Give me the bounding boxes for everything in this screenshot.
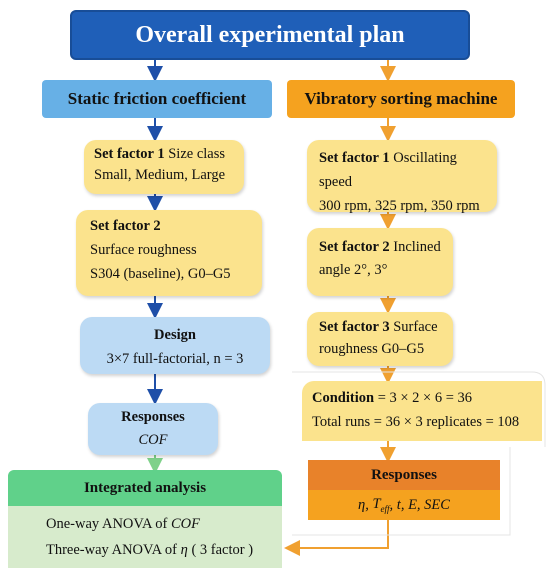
left-responses-label: Responses [121, 409, 185, 425]
left-factor2-box: Set factor 2 Surface roughness S304 (bas… [76, 210, 262, 296]
left-factor2-text1: Surface roughness [90, 242, 197, 258]
right-factor1-box: Set factor 1 Oscillating speed 300 rpm, … [307, 140, 497, 214]
right-responses-header: Responses [308, 460, 500, 490]
plan-title: Overall experimental plan [70, 10, 470, 60]
eta-symbol: η, [358, 496, 369, 513]
left-factor2-text2: S304 (baseline), G0–G5 [90, 266, 231, 282]
right-factor2-text2: angle 2°, 3° [319, 262, 388, 278]
right-factor1-text1: Oscillating speed [319, 150, 457, 190]
right-factor3-box: Set factor 3 Surface roughness G0–G5 [307, 312, 453, 366]
right-factor3-text2: roughness G0–G5 [319, 341, 425, 357]
right-factor2-text1: Inclined [393, 239, 441, 255]
left-factor1-text1: Size class [168, 146, 226, 162]
left-factor2-label: Set factor 2 [90, 218, 161, 234]
right-responses-body: η, Teff, t, E, SEC [308, 490, 500, 520]
integrated-analysis-body: One-way ANOVA of COF Three-way ANOVA of … [8, 506, 282, 568]
anova-line-2: Three-way ANOVA of η ( 3 factor ) [46, 542, 254, 558]
right-factor1-label: Set factor 1 [319, 150, 390, 166]
static-friction-header: Static friction coefficient [42, 80, 272, 118]
condition-text2: Total runs = 36 × 3 replicates = 108 [312, 414, 520, 430]
cof-text: COF [138, 432, 168, 448]
condition-frame [292, 371, 546, 536]
right-factor2-box: Set factor 2 Inclined angle 2°, 3° [307, 228, 453, 296]
responses-rest: , t, E, SEC [389, 496, 450, 513]
left-factor1-label: Set factor 1 [94, 146, 165, 162]
t-eff-symbol: Teff [372, 496, 390, 514]
right-factor3-text1: Surface [393, 319, 438, 335]
right-factor3-label: Set factor 3 [319, 319, 390, 335]
right-factor2-label: Set factor 2 [319, 239, 390, 255]
left-responses-box: Responses COF [88, 403, 218, 455]
design-text: 3×7 full-factorial, n = 3 [106, 351, 244, 367]
arrow-responses-to-analysis [284, 520, 389, 556]
design-box: Design 3×7 full-factorial, n = 3 [80, 317, 270, 374]
condition-label: Condition [312, 390, 375, 406]
integrated-analysis-header: Integrated analysis [8, 470, 282, 506]
left-factor1-text2: Small, Medium, Large [94, 167, 226, 183]
right-factor1-text2: 300 rpm, 325 rpm, 350 rpm [319, 198, 480, 214]
condition-box: Condition = 3 × 2 × 6 = 36 Total runs = … [302, 381, 542, 441]
anova-line-1: One-way ANOVA of COF [46, 516, 200, 532]
design-label: Design [154, 327, 196, 343]
left-factor1-box: Set factor 1 Size class Small, Medium, L… [84, 140, 244, 194]
condition-text1: = 3 × 2 × 6 = 36 [377, 390, 473, 406]
vibratory-sorting-header: Vibratory sorting machine [287, 80, 515, 118]
